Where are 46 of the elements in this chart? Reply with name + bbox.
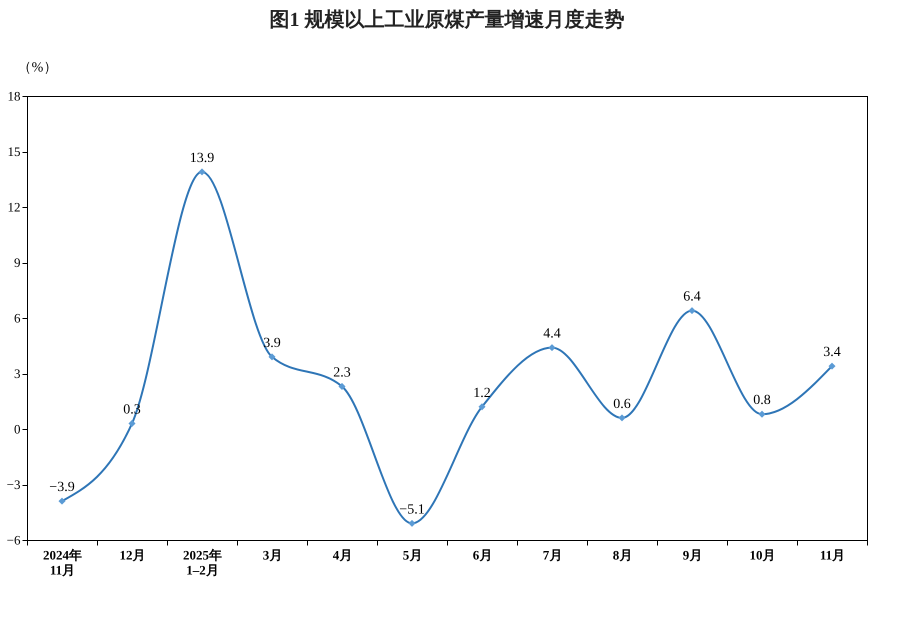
- point: [758, 410, 766, 418]
- x-tick-label: 12月: [120, 548, 146, 562]
- point: [408, 520, 416, 527]
- data-label: 0.6: [613, 396, 631, 412]
- data-label: −3.9: [49, 480, 75, 496]
- y-tick-label: 6: [14, 310, 21, 326]
- x-tick-label: 8月: [612, 548, 632, 562]
- x-tick-label: 3月: [262, 548, 282, 562]
- y-tick-label: 12: [8, 200, 20, 214]
- chart-title: 图1 规模以上工业原煤产量增速月度走势: [270, 8, 624, 31]
- data-label: 3.9: [263, 336, 281, 351]
- x-tick-label: 9月: [682, 548, 702, 562]
- data-label: 6.4: [683, 290, 701, 305]
- x-tick-label: 6月: [472, 548, 492, 562]
- x-tick-label: 10月: [750, 548, 776, 562]
- point: [828, 362, 836, 370]
- y-tick-label: 0: [14, 422, 20, 436]
- y-tick-label: −6: [6, 532, 21, 548]
- x-tick-label: 5月: [402, 548, 422, 562]
- point: [478, 403, 486, 410]
- y-tick-label: 15: [8, 144, 20, 159]
- data-label: 4.4: [543, 326, 561, 342]
- x-tick-label: 2024年 11月: [43, 548, 82, 578]
- data-label: 0.8: [753, 393, 771, 408]
- x-tick-label: 11月: [820, 548, 846, 562]
- data-label: 1.2: [473, 386, 491, 401]
- point: [58, 498, 66, 505]
- data-label: −5.1: [399, 502, 425, 518]
- y-tick-label: 3: [14, 366, 20, 381]
- data-label: 3.4: [823, 345, 841, 360]
- point: [128, 420, 136, 427]
- point: [198, 168, 206, 176]
- point: [338, 382, 346, 390]
- point: [618, 414, 626, 422]
- point: [548, 344, 556, 352]
- data-label: 13.9: [190, 150, 214, 166]
- y-tick-label: 18: [8, 88, 20, 104]
- point: [268, 353, 276, 360]
- point: [688, 307, 696, 314]
- x-tick-label: 2025年 1–2月: [183, 548, 222, 578]
- data-label: 2.3: [333, 365, 351, 380]
- x-tick-label: 4月: [332, 548, 352, 562]
- y-tick-label: −3: [6, 477, 20, 492]
- y-tick-label: 9: [14, 255, 20, 270]
- y-axis-title: （%）: [18, 60, 58, 76]
- x-tick-label: 7月: [542, 548, 562, 562]
